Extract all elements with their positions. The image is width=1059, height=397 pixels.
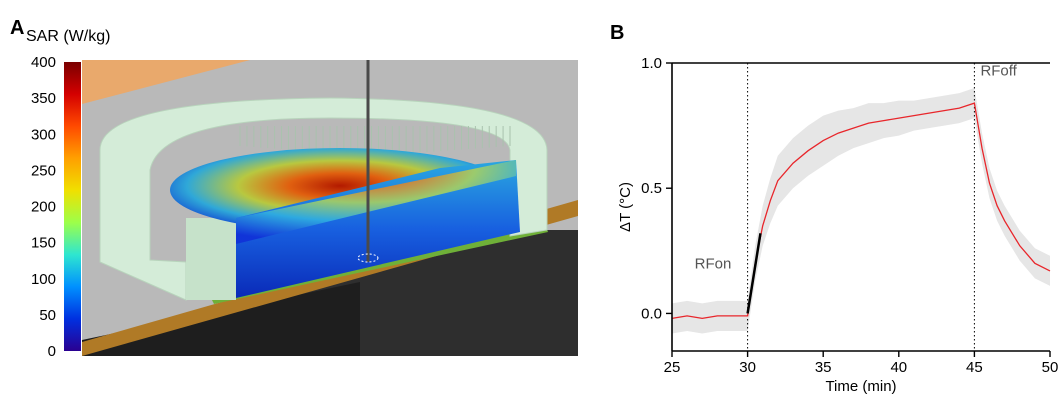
orange-plate (82, 60, 250, 104)
confidence-band (672, 88, 1050, 334)
colorbar-tick-label: 50 (39, 307, 56, 324)
colorbar-tick-label: 400 (31, 54, 56, 71)
x-tick-label: 45 (966, 359, 983, 376)
dark-base-left (82, 282, 360, 356)
x-tick-label: 25 (664, 359, 681, 376)
rf-off-annotation: RFoff (980, 63, 1017, 80)
y-tick-label: 1.0 (641, 55, 662, 72)
x-tick-label: 35 (815, 359, 832, 376)
electrode-tip (357, 253, 379, 263)
panel-b-label: B (610, 22, 625, 44)
sar-render (82, 60, 578, 356)
x-axis-label: Time (min) (825, 378, 896, 395)
colorbar-title: SAR (W/kg) (26, 28, 111, 45)
holder-teeth (239, 126, 511, 156)
colorbar-tick-label: 350 (31, 90, 56, 107)
holder-front-face (186, 218, 236, 300)
x-tick-label: 50 (1042, 359, 1059, 376)
colorbar-tick-label: 0 (48, 343, 56, 360)
colorbar: 400 350 300 250 200 150 100 50 0 (31, 54, 81, 360)
x-tick-label: 30 (739, 359, 756, 376)
colorbar-tick-label: 100 (31, 271, 56, 288)
rf-on-annotation: RFon (695, 255, 732, 272)
temperature-plot: 25 30 35 40 45 50 0.0 0.5 1.0 Time (min) ΔT (°C) RF… (617, 55, 1058, 395)
colorbar-tick-label: 150 (31, 235, 56, 252)
panel-a-label: A (10, 17, 25, 39)
colorbar-tick-label: 300 (31, 126, 56, 143)
mean-temperature-line (671, 102, 1051, 320)
sar-section (236, 160, 520, 298)
colorbar-gradient (64, 62, 81, 351)
initial-slope-line (746, 233, 762, 314)
y-tick-label: 0.5 (641, 180, 662, 197)
sar-cut-face (236, 160, 516, 244)
colorbar-tick-label: 250 (31, 162, 56, 179)
colorbar-tick-label: 200 (31, 199, 56, 216)
x-tick-label: 40 (890, 359, 907, 376)
y-axis-label: ΔT (°C) (617, 182, 634, 232)
y-tick-label: 0.0 (641, 305, 662, 322)
